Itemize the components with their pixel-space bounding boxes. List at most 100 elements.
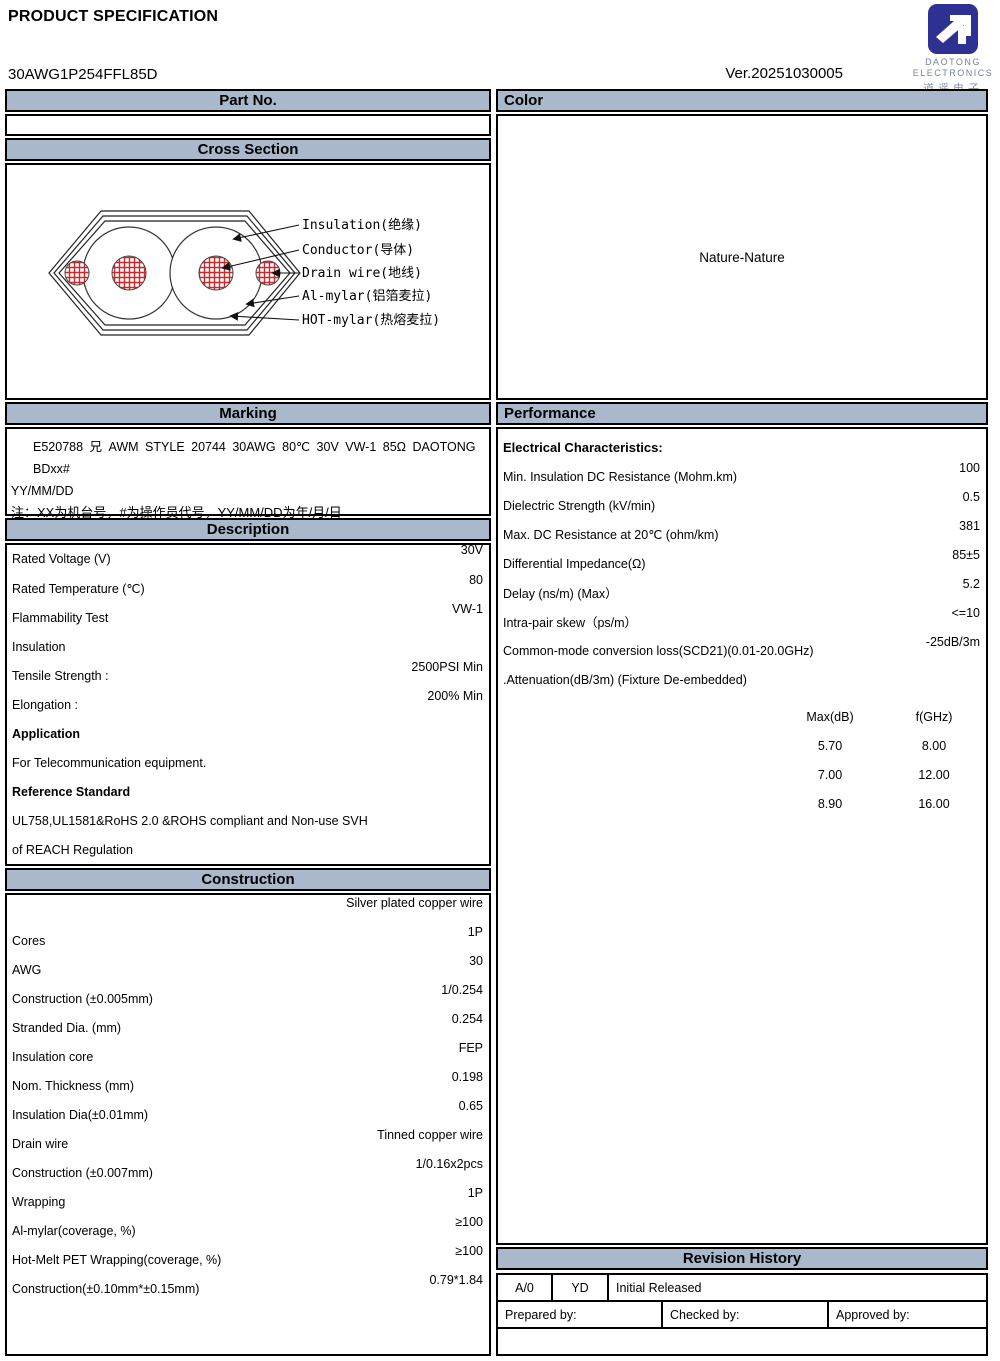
- performance-header: Performance: [496, 402, 988, 425]
- performance-row: Intra-pair skew（ps/m） <=10: [498, 606, 986, 636]
- performance-row: Dielectric Strength (kV/min) 0.5: [498, 490, 986, 520]
- construction-row: Al-mylar(coverage, %) ≥100: [7, 1214, 489, 1245]
- construction-value: 1/0.254: [441, 982, 483, 997]
- drain-wire-label: Drain wire(地线): [302, 266, 422, 281]
- conductor-left: [111, 255, 147, 291]
- performance-row: .Attenuation(dB/3m) (Fixture De-embedded…: [498, 665, 986, 694]
- construction-label: Hot-Melt PET Wrapping(coverage, %): [12, 1252, 222, 1267]
- performance-header-label: Performance: [504, 405, 596, 422]
- construction-row: Drain wire Tinned copper wire: [7, 1128, 489, 1158]
- signoff-signature-row: [498, 1329, 986, 1350]
- construction-label: Drain wire: [12, 1136, 69, 1151]
- attenuation-col-max-db: Max(dB): [806, 709, 854, 724]
- insulation-leader-line: [232, 224, 300, 242]
- al-mylar-label: Al-mylar(铝箔麦拉): [302, 288, 432, 304]
- construction-row: Construction (±0.005mm) 1/0.254: [7, 982, 489, 1013]
- construction-label: Construction (±0.007mm): [12, 1165, 153, 1180]
- drain-wire-left: [64, 260, 90, 286]
- version-text: Ver.20251030005: [725, 65, 843, 82]
- company-logo: DAOTONG ELECTRONICS 道遥电子: [898, 4, 1000, 96]
- revision-history-table: A/0 YD Initial Released Prepared by: Che…: [496, 1273, 988, 1356]
- hot-mylar-outline: [48, 210, 301, 336]
- daotong-logo-icon: [928, 4, 978, 54]
- performance-label: Min. Insulation DC Resistance (Mohm.km): [503, 469, 738, 484]
- attenuation-f-ghz: 12.00: [918, 767, 950, 782]
- description-row: Rated Temperature (℃) 80: [7, 572, 489, 604]
- attenuation-max-db: 5.70: [817, 738, 843, 753]
- performance-label: Max. DC Resistance at 20℃ (ohm/km): [503, 528, 719, 542]
- description-row: Rated Voltage (V) 30V: [7, 543, 489, 574]
- revision-description-cell: Initial Released: [616, 1280, 702, 1295]
- construction-header: Construction: [5, 868, 491, 891]
- construction-row: Insulation core FEP: [7, 1040, 489, 1071]
- attenuation-max-db: 8.90: [817, 796, 843, 811]
- construction-value: FEP: [458, 1040, 483, 1055]
- logo-arrow-icon: [936, 15, 971, 44]
- description-label: Tensile Strength :: [12, 669, 109, 684]
- description-label: Reference Standard: [12, 784, 131, 799]
- revision-rev-cell: A/0: [498, 1275, 553, 1300]
- marking-line1: E520788 兄 AWM STYLE 20744 30AWG 80℃ 30V …: [33, 440, 476, 476]
- description-label: Elongation :: [12, 697, 79, 712]
- construction-row: Silver plated copper wire: [7, 895, 489, 926]
- performance-label: Dielectric Strength (kV/min): [503, 498, 656, 513]
- revision-row: A/0 YD Initial Released: [498, 1275, 986, 1302]
- conductor-right: [198, 255, 234, 291]
- description-row: Reference Standard: [7, 777, 489, 806]
- attenuation-row: 8.90 16.00: [778, 789, 986, 818]
- description-row: Tensile Strength : 2500PSI Min: [7, 660, 489, 691]
- performance-row: Min. Insulation DC Resistance (Mohm.km) …: [498, 460, 986, 491]
- construction-label: Wrapping: [12, 1194, 66, 1209]
- signature-empty-cell: [498, 1329, 986, 1350]
- description-label: For Telecommunication equipment.: [12, 755, 207, 770]
- color-header-label: Color: [504, 92, 544, 109]
- conductor-leader-line: [221, 249, 300, 271]
- construction-row: Wrapping 1P: [7, 1185, 489, 1216]
- description-row: Elongation : 200% Min: [7, 689, 489, 720]
- performance-label: .Attenuation(dB/3m) (Fixture De-embedded…: [503, 672, 747, 687]
- construction-value: 0.65: [458, 1098, 483, 1113]
- construction-row: Hot-Melt PET Wrapping(coverage, %) ≥100: [7, 1243, 489, 1274]
- description-row: For Telecommunication equipment.: [7, 748, 489, 777]
- attenuation-col-f-ghz: f(GHz): [915, 709, 953, 724]
- description-label: Insulation: [12, 640, 66, 655]
- color-cell: Nature-Nature: [496, 114, 988, 400]
- construction-value: 1P: [467, 1185, 483, 1200]
- insulation-label: Insulation(绝缘): [302, 217, 422, 233]
- electrical-characteristics-title: Electrical Characteristics:: [503, 440, 663, 455]
- checked-by-cell: Checked by:: [663, 1302, 829, 1327]
- description-row: Application: [7, 719, 489, 748]
- construction-label: Construction (±0.005mm): [12, 991, 153, 1006]
- marking-line2: YY/MM/DD: [11, 484, 74, 498]
- revision-history-header: Revision History: [496, 1247, 988, 1270]
- prepared-by-cell: Prepared by:: [498, 1302, 663, 1327]
- construction-label: Construction(±0.10mm*±0.15mm): [12, 1281, 200, 1296]
- performance-label: Intra-pair skew（ps/m）: [503, 616, 638, 630]
- description-value: 2500PSI Min: [411, 660, 483, 675]
- construction-value: ≥100: [455, 1214, 483, 1229]
- logo-name-en: DAOTONG ELECTRONICS: [913, 57, 994, 79]
- performance-row: Common-mode conversion loss(SCD21)(0.01-…: [498, 635, 986, 665]
- conductor-label: Conductor(导体): [302, 243, 414, 258]
- attenuation-f-ghz: 8.00: [921, 738, 947, 753]
- performance-value: 381: [959, 518, 980, 533]
- performance-subtitle-row: Electrical Characteristics:: [498, 433, 986, 462]
- performance-label: Common-mode conversion loss(SCD21)(0.01-…: [503, 643, 814, 658]
- construction-value: 0.198: [451, 1069, 483, 1084]
- construction-label: Nom. Thickness (mm): [12, 1078, 135, 1093]
- attenuation-max-db: 7.00: [817, 767, 843, 782]
- description-value: 80: [469, 572, 483, 587]
- performance-row: Differential Impedance(Ω) 85±5: [498, 548, 986, 578]
- part-number-heading: 30AWG1P254FFL85D: [8, 66, 158, 83]
- construction-value: ≥100: [455, 1243, 483, 1258]
- description-label: UL758,UL1581&RoHS 2.0 &ROHS compliant an…: [12, 813, 368, 828]
- description-value: 30V: [460, 543, 483, 558]
- performance-value: 100: [959, 460, 980, 475]
- attenuation-row: 7.00 12.00: [778, 760, 986, 789]
- performance-label: Differential Impedance(Ω): [503, 556, 646, 571]
- construction-value: Silver plated copper wire: [346, 895, 483, 910]
- construction-row: Nom. Thickness (mm) 0.198: [7, 1069, 489, 1100]
- marking-header-label: Marking: [219, 405, 277, 422]
- revision-author-cell: YD: [553, 1275, 609, 1300]
